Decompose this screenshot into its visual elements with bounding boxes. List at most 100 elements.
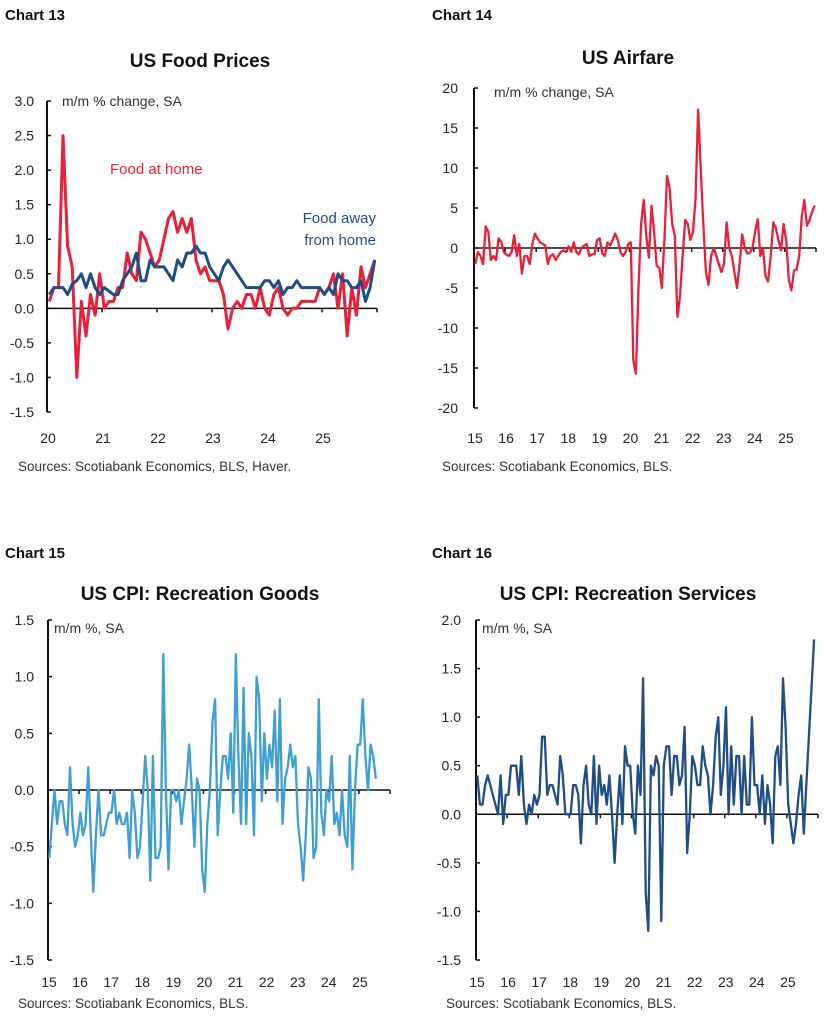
y-axis-label: m/m %, SA <box>482 620 553 636</box>
chart-label: Chart 15 <box>5 545 65 562</box>
x-tick-label: 25 <box>352 974 368 990</box>
y-tick-label: -1.5 <box>10 952 34 968</box>
x-tick-label: 23 <box>718 974 734 990</box>
y-tick-label: -20 <box>438 400 458 416</box>
y-axis-label: m/m % change, SA <box>494 84 614 100</box>
y-tick-label: -0.5 <box>10 335 34 351</box>
x-tick-label: 22 <box>685 430 701 446</box>
source-note: Sources: Scotiabank Economics, BLS, Have… <box>18 459 291 474</box>
x-tick-label: 21 <box>656 974 672 990</box>
series-line-c15 <box>48 652 377 894</box>
x-tick-label: 22 <box>150 430 166 446</box>
y-tick-label: 1.5 <box>15 197 35 213</box>
x-tick-label: 25 <box>315 430 331 446</box>
chart-13: Chart 13 US Food Prices m/m % change, SA… <box>5 7 378 474</box>
x-tick-label: 25 <box>780 974 796 990</box>
y-tick-label: -5 <box>446 280 459 296</box>
annotation-food-away-line1: Food away <box>303 210 377 227</box>
x-tick-label: 15 <box>469 974 485 990</box>
x-tick-label: 21 <box>95 430 111 446</box>
x-tick-label: 20 <box>197 974 213 990</box>
x-tick-label: 20 <box>40 430 56 446</box>
y-tick-label: 0 <box>450 240 458 256</box>
x-tick-label: 16 <box>498 430 514 446</box>
y-tick-label: 0.5 <box>442 758 462 774</box>
y-tick-label: -10 <box>438 320 458 336</box>
y-tick-label: 0.0 <box>15 300 35 316</box>
series-line-c16 <box>476 639 816 933</box>
y-tick-label: 10 <box>442 160 458 176</box>
y-tick-label: 1.5 <box>442 661 462 677</box>
y-tick-label: 1.5 <box>15 612 35 628</box>
x-tick-label: 17 <box>531 974 547 990</box>
y-tick-label: -0.5 <box>437 855 461 871</box>
y-tick-label: 0.5 <box>15 725 35 741</box>
chart-16: Chart 16 US CPI: Recreation Services m/m… <box>432 545 819 1011</box>
x-tick-label: 17 <box>103 974 119 990</box>
annotation-food-away-line2: from home <box>304 232 376 249</box>
x-tick-label: 22 <box>687 974 703 990</box>
series-line-food-at-home <box>47 134 377 379</box>
y-tick-label: 0.0 <box>15 782 35 798</box>
series-line-food-away-from-home <box>48 244 377 303</box>
y-tick-label: 0.5 <box>15 266 35 282</box>
x-tick-label: 25 <box>778 430 794 446</box>
x-tick-label: 22 <box>259 974 275 990</box>
y-tick-label: -1.0 <box>437 903 461 919</box>
y-tick-label: -1.5 <box>437 952 461 968</box>
x-tick-label: 23 <box>716 430 732 446</box>
x-tick-label: 21 <box>228 974 244 990</box>
series-line-c14 <box>474 108 816 375</box>
x-tick-label: 23 <box>205 430 221 446</box>
y-tick-label: -1.5 <box>10 404 34 420</box>
y-tick-label: 0.0 <box>442 806 462 822</box>
chart-15: Chart 15 US CPI: Recreation Goods m/m %,… <box>5 545 391 1011</box>
y-tick-label: 5 <box>450 200 458 216</box>
y-tick-label: -0.5 <box>10 839 34 855</box>
x-tick-label: 17 <box>529 430 545 446</box>
chart-title: US Food Prices <box>130 51 270 72</box>
chart-title: US CPI: Recreation Goods <box>81 584 320 605</box>
y-tick-label: 1.0 <box>15 669 35 685</box>
x-tick-label: 15 <box>467 430 483 446</box>
x-tick-label: 19 <box>166 974 182 990</box>
y-tick-label: 1.0 <box>15 231 35 247</box>
y-tick-label: -15 <box>438 360 458 376</box>
x-tick-label: 19 <box>592 430 608 446</box>
chart-label: Chart 16 <box>432 545 492 562</box>
chart-label: Chart 14 <box>432 7 493 24</box>
chart-title: US Airfare <box>582 48 674 69</box>
x-tick-label: 20 <box>625 974 641 990</box>
y-tick-label: 1.0 <box>442 709 462 725</box>
x-tick-label: 15 <box>41 974 57 990</box>
source-note: Sources: Scotiabank Economics, BLS. <box>446 996 676 1011</box>
x-tick-label: 23 <box>290 974 306 990</box>
x-tick-label: 24 <box>260 430 276 446</box>
chart-14: Chart 14 US Airfare m/m % change, SA Sou… <box>432 7 817 474</box>
y-tick-label: -1.0 <box>10 895 34 911</box>
source-note: Sources: Scotiabank Economics, BLS. <box>18 996 248 1011</box>
y-tick-label: 20 <box>442 80 458 96</box>
x-tick-label: 18 <box>560 430 576 446</box>
y-tick-label: 15 <box>442 120 458 136</box>
y-tick-label: 2.0 <box>15 162 35 178</box>
x-tick-label: 20 <box>623 430 639 446</box>
x-tick-label: 21 <box>654 430 670 446</box>
x-tick-label: 24 <box>321 974 337 990</box>
x-tick-label: 18 <box>562 974 578 990</box>
x-tick-label: 24 <box>749 974 765 990</box>
x-tick-label: 16 <box>500 974 516 990</box>
x-tick-label: 18 <box>134 974 150 990</box>
y-axis-label: m/m % change, SA <box>62 93 182 109</box>
x-tick-label: 19 <box>594 974 610 990</box>
x-tick-label: 24 <box>747 430 763 446</box>
annotation-food-at-home: Food at home <box>110 161 203 178</box>
y-tick-label: 3.0 <box>15 93 35 109</box>
y-axis-label: m/m %, SA <box>54 620 125 636</box>
x-tick-label: 16 <box>72 974 88 990</box>
source-note: Sources: Scotiabank Economics, BLS. <box>442 459 672 474</box>
y-tick-label: 2.0 <box>442 612 462 628</box>
y-tick-label: 2.5 <box>15 128 35 144</box>
chart-title: US CPI: Recreation Services <box>500 584 757 605</box>
